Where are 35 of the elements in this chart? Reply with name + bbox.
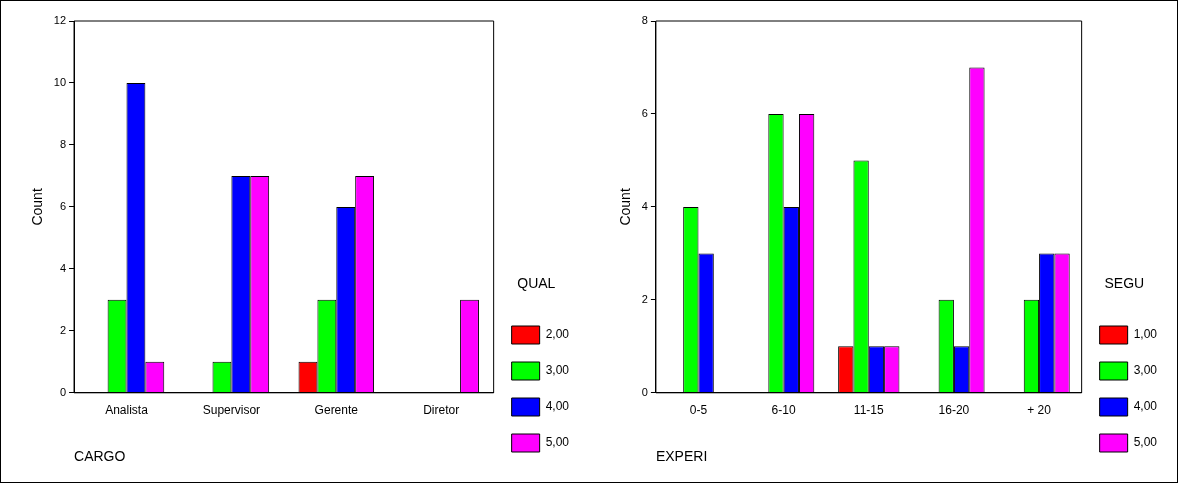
x-axis-title: CARGO (74, 448, 126, 465)
y-tick-label: 10 (53, 76, 67, 88)
legend-title: SEGU (1104, 275, 1145, 292)
legend-title: QUAL (517, 275, 556, 292)
y-axis-title: Count (29, 188, 46, 226)
y-tick-label: 0 (59, 385, 67, 398)
y-tick-label: 8 (59, 137, 67, 150)
x-axis-title: EXPERI (655, 448, 708, 465)
x-tick-label: 11-15 (853, 403, 884, 418)
legend-label: 4,00 (545, 399, 570, 414)
y-tick-label: 4 (59, 261, 67, 274)
y-tick-label: 6 (59, 199, 67, 212)
x-tick-label: Analista (105, 403, 149, 418)
x-tick-label: 16-20 (938, 403, 970, 418)
x-tick-label: Diretor (423, 403, 460, 418)
x-tick-label: 0-5 (689, 403, 708, 418)
legend-label: 1,00 (1133, 327, 1158, 342)
y-axis-title: Count (617, 188, 634, 226)
legend-label: 5,00 (1133, 435, 1158, 450)
x-tick-label: Supervisor (202, 403, 261, 418)
legend-label: 2,00 (545, 327, 570, 342)
x-tick-label: Gerente (314, 403, 359, 418)
y-tick-label: 4 (641, 199, 648, 212)
y-tick-label: 6 (641, 106, 648, 119)
x-tick-label: + 20 (1027, 403, 1052, 418)
y-tick-label: 2 (641, 292, 648, 305)
y-tick-label: 8 (641, 14, 648, 27)
y-tick-label: 12 (53, 14, 67, 27)
legend-label: 3,00 (1133, 363, 1158, 378)
legend-label: 3,00 (545, 363, 570, 378)
x-tick-label: 6-10 (771, 403, 796, 418)
legend-label: 5,00 (545, 435, 570, 450)
y-tick-label: 2 (59, 323, 67, 336)
legend-label: 4,00 (1133, 399, 1158, 414)
y-tick-label: 0 (641, 385, 648, 398)
